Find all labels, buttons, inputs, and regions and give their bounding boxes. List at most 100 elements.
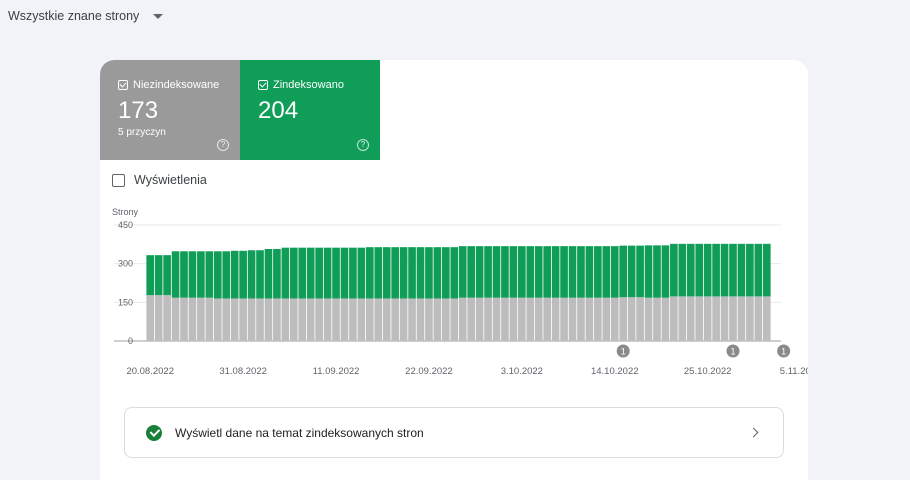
property-filter-dropdown[interactable]: Wszystkie znane strony — [8, 9, 164, 23]
chart-bar[interactable] — [737, 243, 746, 297]
chart-bar[interactable] — [416, 247, 425, 299]
chart-bar[interactable] — [264, 248, 273, 299]
chart-bar[interactable] — [746, 243, 754, 297]
chart-bar[interactable] — [197, 251, 205, 298]
help-icon[interactable]: ? — [357, 139, 369, 151]
chart-bar[interactable] — [188, 297, 197, 341]
chart-bar[interactable] — [247, 250, 256, 299]
chart-bar[interactable] — [391, 298, 399, 341]
annotation-marker[interactable]: 1 — [726, 344, 740, 358]
chart-bar[interactable] — [737, 296, 746, 341]
chart-bar[interactable] — [264, 298, 273, 341]
chart-bar[interactable] — [146, 295, 155, 341]
chart-bar[interactable] — [323, 298, 332, 341]
chart-bar[interactable] — [712, 243, 720, 297]
annotation-marker[interactable]: 1 — [777, 344, 791, 358]
chart-bar[interactable] — [213, 298, 222, 341]
chart-bar[interactable] — [526, 246, 535, 298]
chart-bar[interactable] — [695, 243, 704, 297]
chart-bar[interactable] — [188, 251, 197, 298]
chart-bar[interactable] — [442, 247, 450, 299]
chart-bar[interactable] — [526, 297, 535, 341]
chart-bar[interactable] — [458, 297, 467, 341]
chart-bar[interactable] — [729, 243, 737, 297]
chart-bar[interactable] — [475, 297, 484, 341]
chart-bar[interactable] — [627, 297, 636, 341]
chart-bar[interactable] — [213, 251, 222, 299]
chart-bar[interactable] — [180, 251, 188, 298]
chart-bar[interactable] — [357, 247, 366, 299]
chart-bar[interactable] — [602, 246, 611, 298]
chart-bar[interactable] — [154, 295, 163, 341]
help-icon[interactable]: ? — [217, 139, 229, 151]
chart-bar[interactable] — [273, 298, 281, 341]
chart-bar[interactable] — [281, 298, 290, 341]
chart-bar[interactable] — [585, 246, 594, 298]
chart-bar[interactable] — [534, 246, 543, 298]
chart-bar[interactable] — [492, 297, 501, 341]
chart-bar[interactable] — [222, 298, 231, 341]
chart-bar[interactable] — [568, 246, 577, 298]
chart-bar[interactable] — [594, 246, 602, 298]
chart-bar[interactable] — [306, 247, 315, 299]
chart-bar[interactable] — [509, 297, 518, 341]
chart-bar[interactable] — [365, 247, 374, 299]
chart-bar[interactable] — [256, 250, 264, 299]
chart-bar[interactable] — [365, 298, 374, 341]
chart-bar[interactable] — [610, 246, 619, 298]
chart-bar[interactable] — [442, 298, 450, 341]
chart-bar[interactable] — [205, 251, 214, 298]
chart-bar[interactable] — [619, 297, 628, 341]
chart-bar[interactable] — [239, 298, 247, 341]
chart-bar[interactable] — [340, 298, 349, 341]
tile-not-indexed[interactable]: Niezindeksowane 173 5 przyczyn ? — [100, 60, 240, 160]
chart-bar[interactable] — [298, 298, 307, 341]
chart-bar[interactable] — [534, 297, 543, 341]
chart-bar[interactable] — [720, 243, 729, 297]
chart-bar[interactable] — [315, 298, 323, 341]
chart-bar[interactable] — [577, 246, 585, 298]
chart-bar[interactable] — [408, 247, 416, 299]
chart-bar[interactable] — [163, 255, 171, 296]
chart-bar[interactable] — [315, 247, 323, 299]
chart-bar[interactable] — [762, 296, 771, 341]
chart-bar[interactable] — [239, 250, 247, 299]
chart-bar[interactable] — [197, 297, 205, 341]
chart-bar[interactable] — [391, 247, 399, 299]
chart-bar[interactable] — [551, 297, 560, 341]
chart-bar[interactable] — [678, 243, 687, 297]
chart-bar[interactable] — [154, 255, 163, 296]
chart-bar[interactable] — [458, 246, 467, 298]
chart-bar[interactable] — [686, 243, 695, 297]
chart-bar[interactable] — [349, 247, 357, 299]
chart-bar[interactable] — [180, 297, 188, 341]
chart-bar[interactable] — [585, 297, 594, 341]
chart-bar[interactable] — [703, 296, 712, 341]
chart-bar[interactable] — [661, 297, 670, 341]
chart-bar[interactable] — [501, 297, 509, 341]
chart-bar[interactable] — [230, 298, 239, 341]
chart-bar[interactable] — [729, 296, 737, 341]
chart-bar[interactable] — [484, 297, 492, 341]
chart-bar[interactable] — [602, 297, 611, 341]
chart-bar[interactable] — [467, 246, 475, 298]
chart-bar[interactable] — [627, 245, 636, 298]
chart-bar[interactable] — [450, 247, 459, 299]
chart-bar[interactable] — [374, 247, 383, 299]
chart-bar[interactable] — [146, 255, 155, 296]
chart-bar[interactable] — [281, 247, 290, 299]
chart-bar[interactable] — [653, 245, 661, 298]
chart-bar[interactable] — [433, 247, 442, 299]
annotation-marker[interactable]: 1 — [616, 344, 630, 358]
chart-bar[interactable] — [332, 298, 340, 341]
chart-bar[interactable] — [746, 296, 754, 341]
chart-bar[interactable] — [171, 297, 180, 341]
chart-bar[interactable] — [163, 295, 171, 341]
chart-bar[interactable] — [425, 247, 433, 299]
chart-bar[interactable] — [256, 298, 264, 341]
chart-bar[interactable] — [560, 246, 568, 298]
chart-bar[interactable] — [230, 250, 239, 299]
tile-indexed[interactable]: Zindeksowano 204 ? — [240, 60, 380, 160]
view-indexed-pages-button[interactable]: Wyświetl dane na temat zindeksowanych st… — [124, 407, 784, 458]
chart-bar[interactable] — [382, 247, 391, 299]
